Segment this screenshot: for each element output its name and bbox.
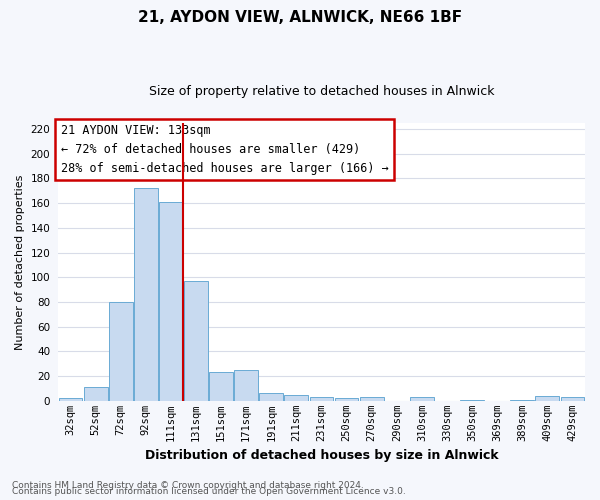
- Y-axis label: Number of detached properties: Number of detached properties: [15, 174, 25, 350]
- Bar: [234, 370, 258, 401]
- Text: Contains public sector information licensed under the Open Government Licence v3: Contains public sector information licen…: [12, 487, 406, 496]
- Bar: [310, 397, 334, 401]
- Text: 21 AYDON VIEW: 133sqm
← 72% of detached houses are smaller (429)
28% of semi-det: 21 AYDON VIEW: 133sqm ← 72% of detached …: [61, 124, 388, 175]
- Bar: [560, 397, 584, 401]
- Text: 21, AYDON VIEW, ALNWICK, NE66 1BF: 21, AYDON VIEW, ALNWICK, NE66 1BF: [138, 10, 462, 25]
- Bar: [184, 281, 208, 401]
- Bar: [360, 397, 383, 401]
- Bar: [109, 302, 133, 401]
- Bar: [460, 400, 484, 401]
- Bar: [259, 394, 283, 401]
- Bar: [535, 396, 559, 401]
- Bar: [284, 394, 308, 401]
- Bar: [335, 398, 358, 401]
- Bar: [410, 397, 434, 401]
- X-axis label: Distribution of detached houses by size in Alnwick: Distribution of detached houses by size …: [145, 450, 498, 462]
- Bar: [59, 398, 82, 401]
- Title: Size of property relative to detached houses in Alnwick: Size of property relative to detached ho…: [149, 85, 494, 98]
- Bar: [511, 400, 534, 401]
- Bar: [134, 188, 158, 401]
- Text: Contains HM Land Registry data © Crown copyright and database right 2024.: Contains HM Land Registry data © Crown c…: [12, 481, 364, 490]
- Bar: [159, 202, 183, 401]
- Bar: [209, 372, 233, 401]
- Bar: [83, 388, 107, 401]
